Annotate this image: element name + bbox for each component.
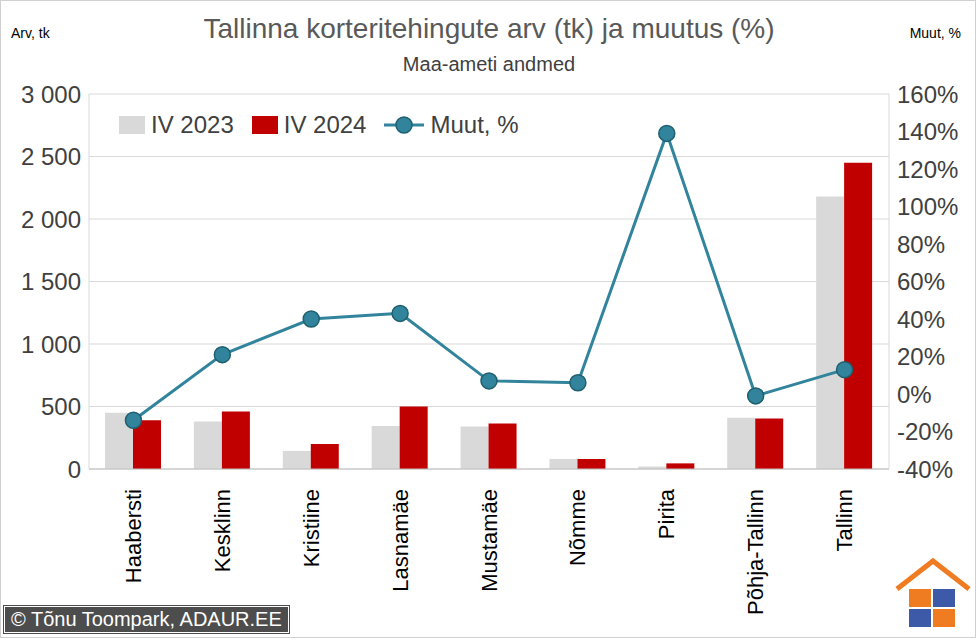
svg-text:Põhja-Tallinn: Põhja-Tallinn	[743, 489, 768, 615]
svg-text:60%: 60%	[897, 268, 945, 295]
svg-text:Kristiine: Kristiine	[299, 489, 324, 567]
svg-text:1 000: 1 000	[21, 331, 81, 358]
svg-text:140%: 140%	[897, 118, 958, 145]
svg-text:Haabersti: Haabersti	[121, 489, 146, 583]
html-text:Tallinna korteritehingute arv: Tallinna korteritehingute arv (tk) ja mu…	[203, 13, 775, 44]
svg-text:40%: 40%	[897, 306, 945, 333]
svg-text:1 500: 1 500	[21, 268, 81, 295]
html-text:IV 2024: IV 2024	[283, 111, 367, 138]
svg-text:Pirita: Pirita	[654, 488, 679, 539]
html-text:Muut, %: Muut, %	[430, 111, 519, 138]
svg-text:Nõmme: Nõmme	[565, 489, 590, 566]
svg-text:Kesklinn: Kesklinn	[210, 489, 235, 572]
svg-text:500: 500	[41, 393, 81, 420]
svg-text:160%: 160%	[897, 81, 958, 108]
svg-text:100%: 100%	[897, 193, 958, 220]
html-text:Muut, %: Muut, %	[909, 25, 961, 41]
html-text:© Tõnu Toompark, ADAUR.EE: © Tõnu Toompark, ADAUR.EE	[11, 608, 282, 630]
svg-text:0%: 0%	[897, 381, 932, 408]
svg-text:0: 0	[68, 456, 81, 483]
svg-text:2 500: 2 500	[21, 143, 81, 170]
svg-text:120%: 120%	[897, 156, 958, 183]
svg-text:Lasnamäe: Lasnamäe	[388, 489, 413, 592]
svg-text:2 000: 2 000	[21, 206, 81, 233]
html-text:Maa-ameti andmed: Maa-ameti andmed	[402, 53, 576, 75]
svg-text:80%: 80%	[897, 231, 945, 258]
svg-text:20%: 20%	[897, 343, 945, 370]
svg-text:Tallinn: Tallinn	[832, 489, 857, 551]
svg-text:3 000: 3 000	[21, 81, 81, 108]
html-text:IV 2023: IV 2023	[151, 111, 234, 138]
html-text:Arv, tk: Arv, tk	[11, 25, 50, 41]
svg-text:-40%: -40%	[897, 456, 953, 483]
svg-text:-20%: -20%	[897, 418, 953, 445]
svg-text:Mustamäe: Mustamäe	[477, 489, 502, 592]
